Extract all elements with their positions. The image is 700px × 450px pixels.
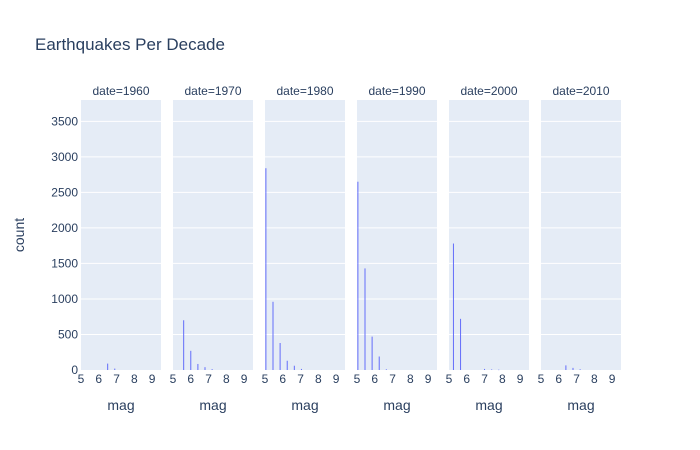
bar bbox=[491, 369, 493, 370]
panel-plot-area bbox=[541, 100, 621, 370]
bar bbox=[579, 369, 581, 370]
x-tick-label: 5 bbox=[538, 372, 545, 386]
x-tick-label: 5 bbox=[354, 372, 361, 386]
x-axis-title: mag bbox=[107, 397, 134, 413]
x-tick-label: 6 bbox=[371, 372, 378, 386]
panel-title: date=1980 bbox=[276, 84, 333, 98]
panel-title: date=2000 bbox=[460, 84, 517, 98]
x-tick-label: 8 bbox=[591, 372, 598, 386]
chart-title: Earthquakes Per Decade bbox=[35, 35, 225, 54]
y-tick-label: 2500 bbox=[51, 185, 78, 199]
bar bbox=[452, 243, 454, 370]
bar bbox=[107, 363, 109, 370]
panel-plot-area bbox=[357, 100, 437, 370]
panel-title: date=2010 bbox=[552, 84, 609, 98]
x-axis-title: mag bbox=[475, 397, 502, 413]
y-axis-title: count bbox=[11, 218, 27, 252]
bar bbox=[565, 365, 567, 370]
bar bbox=[364, 268, 366, 370]
x-tick-label: 9 bbox=[425, 372, 432, 386]
bar bbox=[114, 368, 116, 370]
x-tick-label: 5 bbox=[262, 372, 269, 386]
facet-panel: date=1970 5 6 7 8 9 mag bbox=[170, 84, 253, 413]
facet-panel: date=1990 5 6 7 8 9 mag bbox=[354, 84, 437, 413]
bar bbox=[484, 368, 486, 370]
bar bbox=[385, 369, 387, 370]
y-tick-label: 500 bbox=[58, 327, 78, 341]
x-tick-label: 8 bbox=[499, 372, 506, 386]
x-tick-label: 7 bbox=[389, 372, 396, 386]
bar bbox=[357, 181, 359, 370]
bar bbox=[272, 301, 274, 370]
bar bbox=[286, 360, 288, 370]
facet-panel: date=2010 5 6 7 8 9 mag bbox=[538, 84, 621, 413]
bar bbox=[197, 363, 199, 370]
bar bbox=[293, 365, 295, 370]
x-tick-label: 7 bbox=[297, 372, 304, 386]
x-tick-label: 7 bbox=[113, 372, 120, 386]
x-tick-label: 9 bbox=[149, 372, 156, 386]
bar bbox=[190, 350, 192, 370]
panel-plot-area bbox=[173, 100, 253, 370]
facet-panel: date=2000 5 6 7 8 9 mag bbox=[446, 84, 529, 413]
x-axis-title: mag bbox=[291, 397, 318, 413]
panel-title: date=1970 bbox=[184, 84, 241, 98]
x-tick-label: 6 bbox=[279, 372, 286, 386]
bar bbox=[498, 369, 500, 371]
x-tick-label: 9 bbox=[517, 372, 524, 386]
panel-title: date=1960 bbox=[92, 84, 149, 98]
x-axis-title: mag bbox=[199, 397, 226, 413]
bar bbox=[279, 343, 281, 370]
x-tick-label: 7 bbox=[573, 372, 580, 386]
bar bbox=[204, 367, 206, 370]
bar bbox=[211, 369, 213, 370]
bar bbox=[460, 318, 462, 370]
x-tick-label: 6 bbox=[555, 372, 562, 386]
facet-panel: date=1980 5 6 7 8 9 mag bbox=[262, 84, 345, 413]
x-tick-label: 6 bbox=[187, 372, 194, 386]
bar bbox=[265, 168, 267, 370]
x-tick-label: 9 bbox=[609, 372, 616, 386]
y-tick-label: 1500 bbox=[51, 256, 78, 270]
x-axis-title: mag bbox=[383, 397, 410, 413]
bar bbox=[183, 320, 185, 370]
y-tick-label: 3000 bbox=[51, 150, 78, 164]
x-tick-label: 8 bbox=[223, 372, 230, 386]
x-tick-label: 6 bbox=[463, 372, 470, 386]
panel-plot-area bbox=[449, 100, 529, 370]
y-tick-label: 1000 bbox=[51, 292, 78, 306]
x-tick-label: 9 bbox=[241, 372, 248, 386]
y-tick-label: 0 bbox=[71, 363, 78, 377]
x-tick-label: 8 bbox=[407, 372, 414, 386]
x-axis-title: mag bbox=[567, 397, 594, 413]
bar bbox=[300, 368, 302, 370]
y-tick-label: 3500 bbox=[51, 114, 78, 128]
x-tick-label: 7 bbox=[481, 372, 488, 386]
bar bbox=[371, 336, 373, 370]
x-tick-label: 8 bbox=[315, 372, 322, 386]
bar bbox=[572, 367, 574, 370]
x-tick-label: 5 bbox=[446, 372, 453, 386]
x-tick-label: 8 bbox=[131, 372, 138, 386]
facet-panel: date=1960 5 6 7 8 9 mag 0 500 1000 1500 2000 2500 300… bbox=[51, 84, 161, 413]
panel-plot-area bbox=[265, 100, 345, 370]
y-tick-label: 2000 bbox=[51, 221, 78, 235]
bar bbox=[378, 356, 380, 370]
x-tick-label: 9 bbox=[333, 372, 340, 386]
x-tick-label: 5 bbox=[170, 372, 177, 386]
x-tick-label: 5 bbox=[78, 372, 85, 386]
x-tick-label: 6 bbox=[95, 372, 102, 386]
x-tick-label: 7 bbox=[205, 372, 212, 386]
panel-title: date=1990 bbox=[368, 84, 425, 98]
panel-plot-area bbox=[81, 100, 161, 370]
